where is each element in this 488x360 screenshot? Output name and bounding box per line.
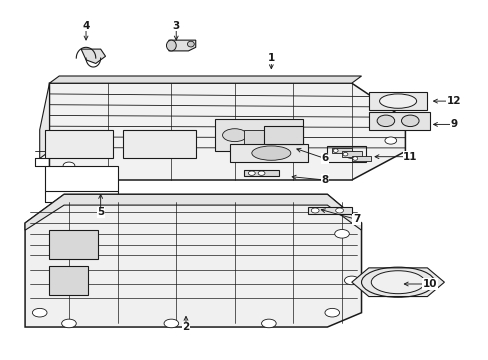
Text: 1: 1 bbox=[267, 53, 274, 63]
Ellipse shape bbox=[63, 162, 75, 169]
Ellipse shape bbox=[311, 208, 319, 213]
Ellipse shape bbox=[352, 157, 357, 160]
Text: 6: 6 bbox=[321, 153, 328, 163]
Ellipse shape bbox=[334, 229, 348, 238]
Polygon shape bbox=[49, 76, 361, 83]
Polygon shape bbox=[81, 49, 105, 63]
Ellipse shape bbox=[222, 129, 246, 141]
Ellipse shape bbox=[32, 309, 47, 317]
Polygon shape bbox=[49, 230, 98, 259]
Polygon shape bbox=[44, 166, 118, 191]
Text: 12: 12 bbox=[446, 96, 461, 106]
Polygon shape bbox=[341, 151, 361, 157]
Ellipse shape bbox=[344, 276, 358, 285]
Ellipse shape bbox=[251, 146, 290, 160]
Ellipse shape bbox=[187, 41, 194, 47]
Ellipse shape bbox=[248, 171, 255, 175]
Polygon shape bbox=[122, 130, 195, 158]
Polygon shape bbox=[44, 130, 113, 158]
Ellipse shape bbox=[325, 309, 339, 317]
Polygon shape bbox=[368, 92, 427, 110]
Text: 5: 5 bbox=[97, 207, 104, 217]
Text: 9: 9 bbox=[449, 120, 457, 129]
Polygon shape bbox=[25, 194, 361, 230]
Polygon shape bbox=[215, 119, 303, 151]
Polygon shape bbox=[264, 126, 303, 144]
Ellipse shape bbox=[335, 208, 343, 213]
Polygon shape bbox=[351, 156, 370, 161]
Ellipse shape bbox=[61, 319, 76, 328]
Polygon shape bbox=[244, 130, 293, 144]
Polygon shape bbox=[307, 207, 351, 214]
Polygon shape bbox=[40, 83, 49, 158]
Polygon shape bbox=[244, 170, 278, 176]
Polygon shape bbox=[229, 144, 307, 162]
Polygon shape bbox=[168, 40, 195, 51]
Text: 2: 2 bbox=[182, 322, 189, 332]
Polygon shape bbox=[49, 266, 88, 295]
Text: 10: 10 bbox=[422, 279, 436, 289]
Polygon shape bbox=[25, 194, 361, 327]
Ellipse shape bbox=[163, 319, 178, 328]
Ellipse shape bbox=[166, 40, 176, 51]
Ellipse shape bbox=[345, 151, 357, 158]
Text: 11: 11 bbox=[402, 152, 417, 162]
Ellipse shape bbox=[376, 115, 394, 127]
Text: 4: 4 bbox=[82, 21, 89, 31]
Ellipse shape bbox=[384, 137, 396, 144]
Ellipse shape bbox=[261, 319, 276, 328]
Polygon shape bbox=[331, 148, 351, 153]
Text: 7: 7 bbox=[352, 215, 360, 224]
Polygon shape bbox=[368, 112, 429, 130]
Polygon shape bbox=[351, 268, 444, 297]
Ellipse shape bbox=[342, 152, 347, 156]
Ellipse shape bbox=[379, 94, 416, 108]
Ellipse shape bbox=[370, 271, 424, 294]
Polygon shape bbox=[49, 83, 405, 180]
Ellipse shape bbox=[258, 171, 264, 175]
Text: 8: 8 bbox=[321, 175, 328, 185]
Text: 3: 3 bbox=[172, 21, 180, 31]
Ellipse shape bbox=[332, 149, 337, 152]
Ellipse shape bbox=[401, 115, 418, 127]
